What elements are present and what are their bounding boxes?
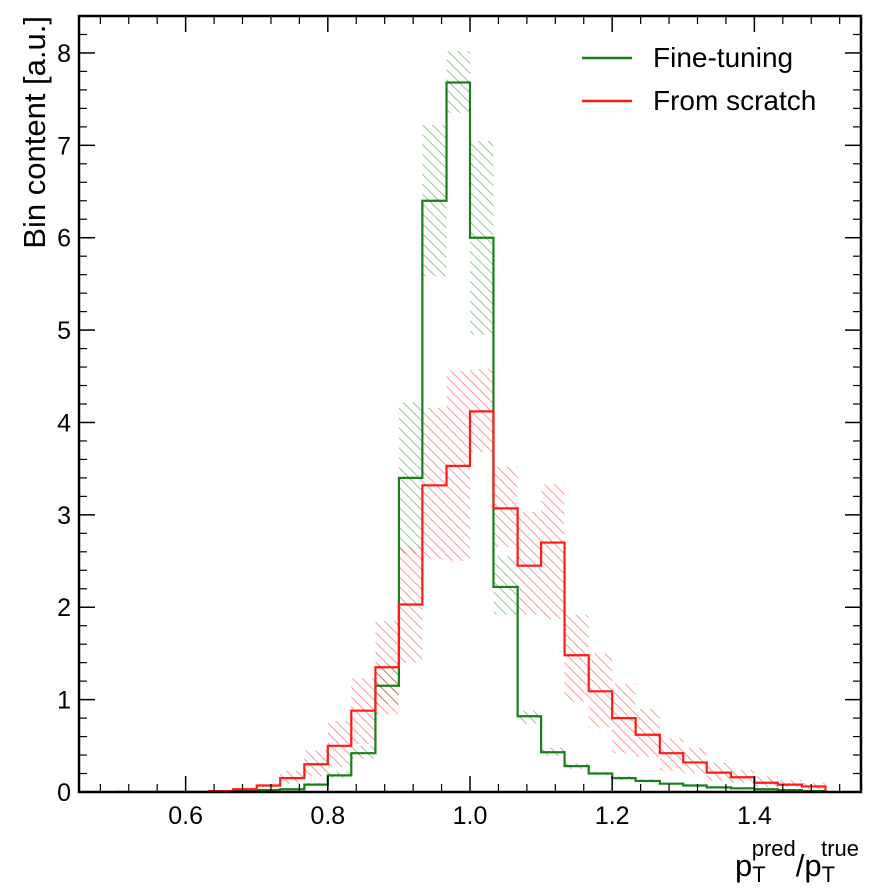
- x-tick-label: 1.2: [595, 802, 630, 830]
- x-tick-label: 0.6: [168, 802, 203, 830]
- y-tick-labels: 0 1 2 3 4 5 6 7 8: [57, 40, 71, 807]
- error-band-from-scratch: [327, 720, 352, 768]
- legend-label-fine-tuning: Fine-tuning: [653, 42, 793, 73]
- y-axis-label: Bin content [a.u.]: [17, 16, 52, 249]
- error-band-from-scratch: [422, 407, 447, 560]
- x-label-sub2: T: [822, 862, 835, 887]
- axis-ticks: [79, 15, 861, 793]
- error-band-from-scratch: [517, 512, 542, 615]
- error-band-from-scratch: [493, 466, 518, 548]
- x-label-separator: /: [796, 848, 805, 883]
- x-label-sub1: T: [752, 862, 765, 887]
- error-band-from-scratch: [564, 614, 589, 702]
- y-tick-label: 5: [57, 317, 71, 345]
- x-tick-label: 0.8: [310, 802, 345, 830]
- error-band-from-scratch: [659, 738, 684, 771]
- histogram-line-from-scratch: [114, 410, 827, 792]
- y-tick-label: 6: [57, 225, 71, 253]
- x-label-sup2: true: [821, 836, 859, 861]
- y-tick-label: 1: [57, 687, 71, 715]
- x-tick-label: 1.0: [453, 802, 488, 830]
- y-tick-label: 3: [57, 502, 71, 530]
- y-tick-label: 0: [57, 779, 71, 807]
- error-band-from-scratch: [541, 484, 565, 620]
- x-label-sup1: pred: [752, 836, 796, 861]
- y-tick-label: 7: [57, 132, 71, 160]
- histogram-line-fine-tuning: [114, 81, 827, 792]
- error-band-from-scratch: [683, 747, 707, 774]
- x-tick-labels: 0.6 0.8 1.0 1.2 1.4: [168, 802, 772, 830]
- x-label-p1: p: [735, 848, 752, 883]
- y-tick-label: 2: [57, 594, 71, 622]
- error-band-from-scratch: [635, 708, 660, 757]
- histogram-lines: [114, 81, 827, 792]
- y-tick-label: 8: [57, 40, 71, 68]
- legend: Fine-tuning From scratch: [582, 42, 816, 116]
- error-band-fine-tuning: [493, 556, 518, 615]
- y-tick-label: 4: [57, 409, 71, 437]
- x-axis-label: pTpred/pTtrue: [735, 836, 859, 887]
- x-label-p2: p: [804, 848, 821, 883]
- x-tick-label: 1.4: [737, 802, 772, 830]
- legend-label-from-scratch: From scratch: [653, 85, 816, 116]
